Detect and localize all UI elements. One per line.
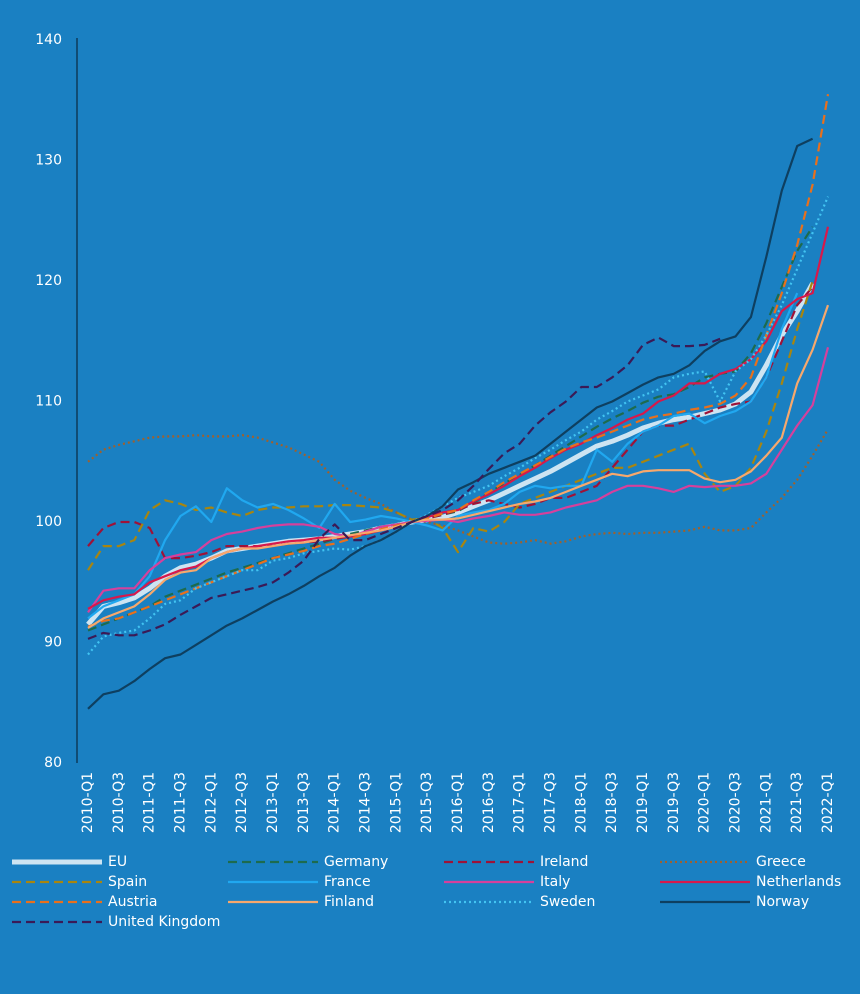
x-tick-label: 2013-Q3 [296,772,312,833]
x-tick-label: 2019-Q1 [635,772,651,833]
legend-label: France [324,874,371,890]
y-tick-label: 130 [35,153,62,169]
x-tick-label: 2017-Q3 [543,772,559,833]
x-tick-label: 2012-Q3 [234,772,250,833]
series-line [87,137,814,710]
legend-label: Austria [108,894,157,910]
x-tick-label: 2022-Q1 [820,772,836,833]
x-tick-label: 2020-Q3 [728,772,744,833]
x-tick-label: 2014-Q1 [327,772,343,833]
y-tick-label: 140 [35,32,62,48]
legend-label: Spain [108,874,147,890]
legend-label: Ireland [540,854,588,870]
y-tick-label: 120 [35,273,62,289]
series-line [87,94,830,628]
y-tick-label: 110 [35,394,62,410]
x-tick-label: 2017-Q1 [512,772,528,833]
legend-label: United Kingdom [108,914,220,930]
x-tick-label: 2011-Q3 [173,772,189,833]
legend-label: Germany [324,854,388,870]
x-tick-label: 2011-Q1 [142,772,158,833]
legend-label: Greece [756,854,806,870]
series-line [87,428,829,545]
x-tick-label: 2018-Q1 [573,772,589,833]
series-line [87,336,721,640]
x-tick-label: 2013-Q1 [265,772,281,833]
x-tick-label: 2019-Q3 [666,772,682,833]
series-line [87,292,799,620]
legend-label: Finland [324,894,374,910]
x-tick-label: 2014-Q3 [358,772,374,833]
series-line [87,280,814,571]
series-line [87,347,830,614]
legend-label: EU [108,854,127,870]
series-line [87,304,830,629]
y-tick-label: 100 [35,514,62,530]
y-tick-label: 80 [44,755,62,771]
x-tick-label: 2021-Q3 [789,772,805,833]
x-tick-label: 2015-Q1 [388,772,404,833]
legend-label: Norway [756,894,809,910]
legend-label: Netherlands [756,874,841,890]
x-tick-label: 2020-Q1 [697,772,713,833]
y-tick-label: 90 [44,635,62,651]
x-tick-label: 2016-Q1 [450,772,466,833]
legend-label: Italy [540,874,570,890]
x-tick-label: 2010-Q3 [111,772,127,833]
x-tick-label: 2018-Q3 [604,772,620,833]
x-tick-label: 2012-Q1 [203,772,219,833]
x-tick-label: 2015-Q3 [419,772,435,833]
legend-label: Sweden [540,894,595,910]
x-tick-label: 2021-Q1 [758,772,774,833]
x-tick-label: 2010-Q1 [80,772,96,833]
x-tick-label: 2016-Q3 [481,772,497,833]
